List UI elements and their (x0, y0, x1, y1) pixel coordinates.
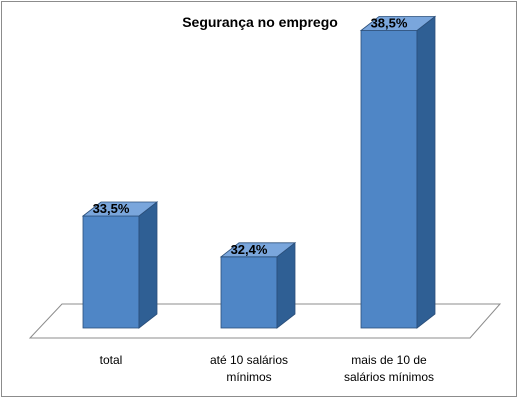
bar-3 (359, 15, 437, 329)
category-label-line: salários mínimos (344, 370, 434, 384)
bar-side-face (138, 201, 158, 329)
bar-front-face (220, 256, 278, 329)
chart-title: Segurança no emprego (182, 14, 338, 30)
bar-2 (219, 241, 297, 329)
category-label-2: até 10 salários mínimos (210, 353, 288, 384)
data-label-2: 32,4% (231, 242, 268, 257)
data-label-1: 33,5% (93, 201, 130, 216)
category-label-line: mais de 10 de (351, 353, 427, 367)
category-label-line: até 10 salários (210, 353, 288, 367)
category-label-line: mínimos (226, 370, 271, 384)
bar-side-face (276, 241, 296, 329)
category-label-line: total (100, 353, 123, 367)
category-label-1: total (100, 353, 123, 367)
bar-side-face (416, 15, 436, 329)
bar-top-face (359, 16, 437, 31)
bar-top-face (219, 242, 297, 258)
category-label-3: mais de 10 de salários mínimos (344, 353, 434, 384)
bar-front-face (360, 30, 418, 329)
bar-front-face (82, 215, 140, 329)
bar-1 (81, 201, 159, 329)
data-label-3: 38,5% (371, 16, 408, 31)
bar-top-face (81, 201, 159, 217)
